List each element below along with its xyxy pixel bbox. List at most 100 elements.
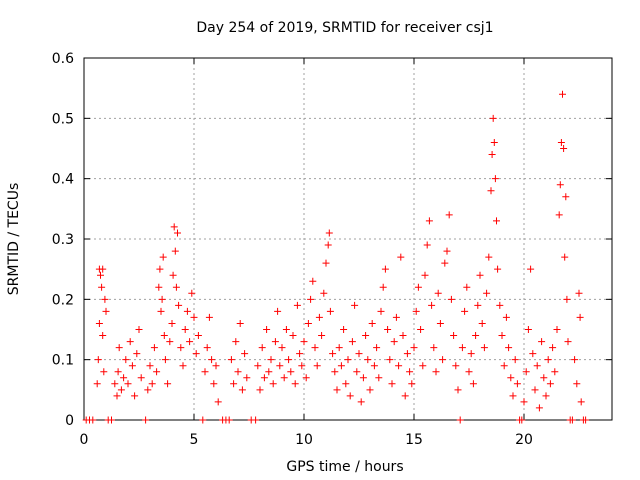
data-point — [179, 362, 187, 370]
data-point — [230, 380, 238, 388]
data-point — [97, 271, 104, 279]
data-point — [557, 138, 565, 146]
data-point — [505, 344, 513, 352]
data-point — [156, 265, 164, 273]
data-point — [370, 362, 378, 370]
data-point — [214, 398, 222, 406]
data-point — [573, 380, 581, 388]
data-point — [379, 283, 387, 291]
data-point — [359, 374, 367, 382]
data-point — [346, 392, 354, 400]
data-point — [392, 313, 400, 321]
data-point — [575, 289, 583, 297]
data-point — [408, 380, 416, 388]
data-point — [538, 338, 546, 346]
grid-lines — [84, 58, 612, 420]
data-point — [318, 332, 326, 340]
data-point — [234, 368, 242, 376]
data-point — [454, 386, 462, 394]
data-point — [443, 247, 451, 255]
data-point — [181, 326, 189, 333]
data-point — [157, 307, 165, 315]
data-point — [133, 350, 141, 358]
data-point — [399, 332, 407, 340]
data-point — [100, 368, 108, 376]
data-point — [324, 241, 332, 249]
data-point — [559, 90, 566, 98]
data-point — [373, 344, 381, 352]
y-tick-label: 0.3 — [52, 232, 74, 248]
data-point — [95, 319, 103, 327]
data-point — [161, 356, 169, 364]
data-point — [561, 253, 569, 261]
data-point — [555, 211, 563, 219]
y-tick-label: 0.5 — [52, 111, 74, 127]
x-tick-label: 0 — [80, 432, 89, 448]
data-point — [493, 217, 500, 225]
data-point — [465, 368, 473, 376]
data-point — [291, 380, 299, 388]
data-point — [344, 356, 352, 364]
data-point — [337, 362, 345, 370]
y-tick-label: 0.2 — [52, 292, 74, 308]
data-point — [282, 326, 290, 333]
data-point — [368, 319, 376, 327]
data-point — [311, 344, 319, 352]
data-point — [177, 344, 185, 352]
data-point — [410, 344, 418, 352]
data-point — [186, 338, 194, 346]
data-point — [166, 338, 174, 346]
data-point — [232, 338, 240, 346]
data-point — [236, 319, 244, 327]
data-point — [450, 332, 458, 340]
data-point — [564, 338, 572, 346]
data-point — [507, 374, 515, 382]
data-point — [102, 307, 110, 315]
data-point — [355, 350, 363, 358]
data-point — [307, 295, 315, 303]
data-point — [491, 175, 499, 183]
data-point — [571, 356, 579, 364]
data-point — [271, 338, 279, 346]
data-point — [124, 380, 132, 388]
data-point — [296, 350, 304, 358]
data-point — [169, 271, 177, 279]
data-point — [441, 259, 449, 267]
data-point — [194, 332, 202, 340]
data-point — [549, 344, 557, 352]
data-point — [403, 350, 411, 358]
data-point — [406, 368, 414, 376]
data-point — [144, 386, 152, 394]
data-point — [326, 307, 334, 315]
data-point — [533, 362, 541, 370]
data-point — [527, 265, 535, 273]
data-point — [414, 283, 422, 291]
y-tick-label: 0 — [65, 413, 74, 429]
data-point — [322, 259, 330, 267]
data-point — [456, 416, 464, 424]
data-point — [556, 181, 564, 189]
data-point — [115, 344, 123, 352]
data-point — [120, 374, 128, 382]
data-point — [432, 368, 440, 376]
x-tick-label: 15 — [405, 432, 423, 448]
data-point — [243, 374, 251, 382]
data-points — [82, 90, 590, 424]
data-point — [582, 416, 590, 424]
data-point — [560, 145, 568, 152]
x-tick-label: 5 — [190, 432, 199, 448]
data-point — [260, 374, 268, 382]
data-point — [333, 386, 341, 394]
data-point — [487, 187, 495, 195]
data-point — [285, 356, 293, 364]
data-point — [513, 380, 521, 388]
data-point — [563, 295, 571, 303]
data-point — [158, 295, 166, 303]
data-point — [258, 344, 266, 352]
data-point — [494, 265, 502, 273]
data-point — [461, 307, 469, 315]
data-point — [488, 151, 496, 159]
data-point — [496, 301, 504, 309]
data-point — [546, 380, 554, 388]
data-point — [529, 350, 537, 358]
